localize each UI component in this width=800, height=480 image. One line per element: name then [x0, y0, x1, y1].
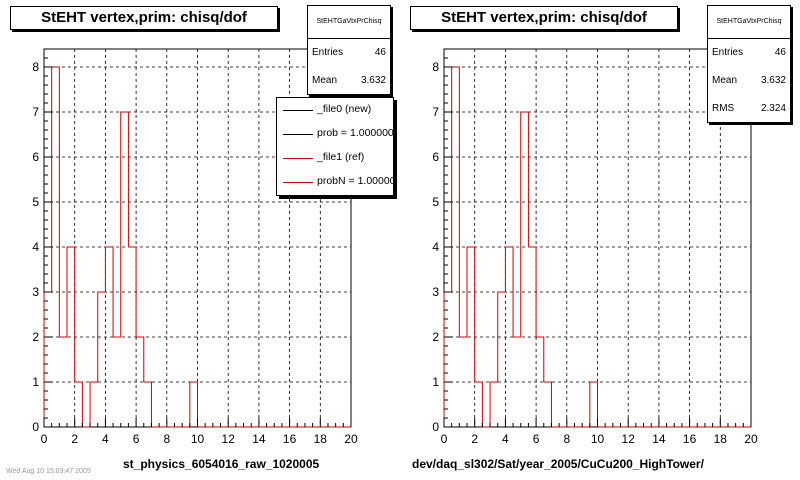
- right-x-tick-label: 10: [591, 432, 605, 446]
- stats-mean-label: Mean: [312, 75, 338, 86]
- legend-label: prob = 1.000000: [317, 127, 394, 139]
- stats-mean-row: Mean 3.632: [708, 67, 790, 95]
- right-x-tick-label: 0: [441, 432, 448, 446]
- stats-entries-label: Entries: [312, 47, 344, 58]
- left-x-tick-label: 0: [41, 432, 48, 446]
- stats-header: StEHTGaVtxPrChisq: [708, 6, 790, 39]
- right-x-tick-label: 4: [502, 432, 509, 446]
- left-x-tick-label: 4: [102, 432, 109, 446]
- left-x-tick-label: 16: [283, 432, 297, 446]
- stats-mean-row: Mean 3.632: [308, 67, 390, 95]
- left-x-tick-label: 18: [314, 432, 328, 446]
- left-y-tick-label: 8: [32, 60, 39, 74]
- legend-label: _file0 (new): [317, 103, 372, 115]
- timestamp-footer: Wed Aug 10 15:03:47 2005: [6, 468, 91, 475]
- right-x-axis-title: dev/daq_sl302/Sat/year_2005/CuCu200_High…: [412, 457, 704, 471]
- right-x-tick-label: 12: [622, 432, 636, 446]
- right-y-tick-label: 3: [432, 285, 439, 299]
- right-y-tick-label: 1: [432, 375, 439, 389]
- legend-line-icon: [283, 110, 313, 111]
- stats-rms-value: 2.324: [760, 103, 786, 114]
- stats-entries-row: Entries 46: [708, 39, 790, 67]
- right-plot-title: StEHT vertex,prim: chisq/dof: [410, 6, 678, 30]
- left-x-tick-label: 6: [133, 432, 140, 446]
- right-y-tick-label: 5: [432, 195, 439, 209]
- left-y-tick-label: 6: [32, 150, 39, 164]
- left-y-tick-label: 3: [32, 285, 39, 299]
- stats-mean-label: Mean: [712, 75, 738, 86]
- legend-line-icon: [283, 134, 313, 135]
- right-x-tick-label: 6: [533, 432, 540, 446]
- legend-entry: _file1 (ref): [277, 146, 393, 170]
- left-x-tick-label: 10: [191, 432, 205, 446]
- legend: _file0 (new) prob = 1.000000 _file1 (ref…: [276, 97, 394, 196]
- stats-header: StEHTGaVtxPrChisq: [308, 6, 390, 39]
- left-plot-title: StEHT vertex,prim: chisq/dof: [10, 6, 278, 30]
- right-y-tick-label: 2: [432, 330, 439, 344]
- left-y-tick-label: 1: [32, 375, 39, 389]
- left-x-tick-label: 20: [344, 432, 358, 446]
- left-y-tick-label: 4: [32, 240, 39, 254]
- right-x-tick-label: 8: [563, 432, 570, 446]
- legend-line-icon: [283, 182, 313, 183]
- legend-entry: probN = 1.000000: [277, 170, 393, 194]
- left-x-tick-label: 8: [163, 432, 170, 446]
- right-x-tick-label: 2: [471, 432, 478, 446]
- legend-line-icon: [283, 158, 313, 159]
- legend-entry: prob = 1.000000: [277, 122, 393, 146]
- right-x-tick-label: 18: [714, 432, 728, 446]
- right-y-tick-label: 4: [432, 240, 439, 254]
- left-stats-box: StEHTGaVtxPrChisq Entries 46 Mean 3.632: [307, 5, 391, 95]
- legend-entry: _file0 (new): [277, 98, 393, 122]
- right-histogram-series: [443, 66, 751, 428]
- stats-rms-row: RMS 2.324: [708, 95, 790, 123]
- legend-label: probN = 1.000000: [317, 175, 394, 187]
- right-y-tick-label: 8: [432, 60, 439, 74]
- right-y-tick-label: 6: [432, 150, 439, 164]
- left-histogram-series: [43, 66, 351, 428]
- left-x-axis-title: st_physics_6054016_raw_1020005: [123, 457, 320, 471]
- right-x-tick-label: 20: [744, 432, 758, 446]
- left-y-tick-label: 7: [32, 105, 39, 119]
- stats-entries-label: Entries: [712, 47, 744, 58]
- right-x-tick-label: 14: [652, 432, 666, 446]
- stats-entries-value: 46: [774, 47, 786, 58]
- legend-label: _file1 (ref): [317, 151, 365, 163]
- stats-entries-row: Entries 46: [308, 39, 390, 67]
- stats-rms-label: RMS: [712, 103, 735, 114]
- right-y-tick-label: 0: [432, 420, 439, 434]
- left-x-tick-label: 14: [252, 432, 266, 446]
- right-stats-box: StEHTGaVtxPrChisq Entries 46 Mean 3.632 …: [707, 5, 791, 123]
- left-y-tick-label: 0: [32, 420, 39, 434]
- stats-entries-value: 46: [374, 47, 386, 58]
- left-x-tick-label: 12: [222, 432, 236, 446]
- left-y-tick-label: 5: [32, 195, 39, 209]
- right-y-tick-label: 7: [432, 105, 439, 119]
- stats-mean-value: 3.632: [360, 75, 386, 86]
- right-x-tick-label: 16: [683, 432, 697, 446]
- stats-mean-value: 3.632: [760, 75, 786, 86]
- left-y-tick-label: 2: [32, 330, 39, 344]
- left-x-tick-label: 2: [71, 432, 78, 446]
